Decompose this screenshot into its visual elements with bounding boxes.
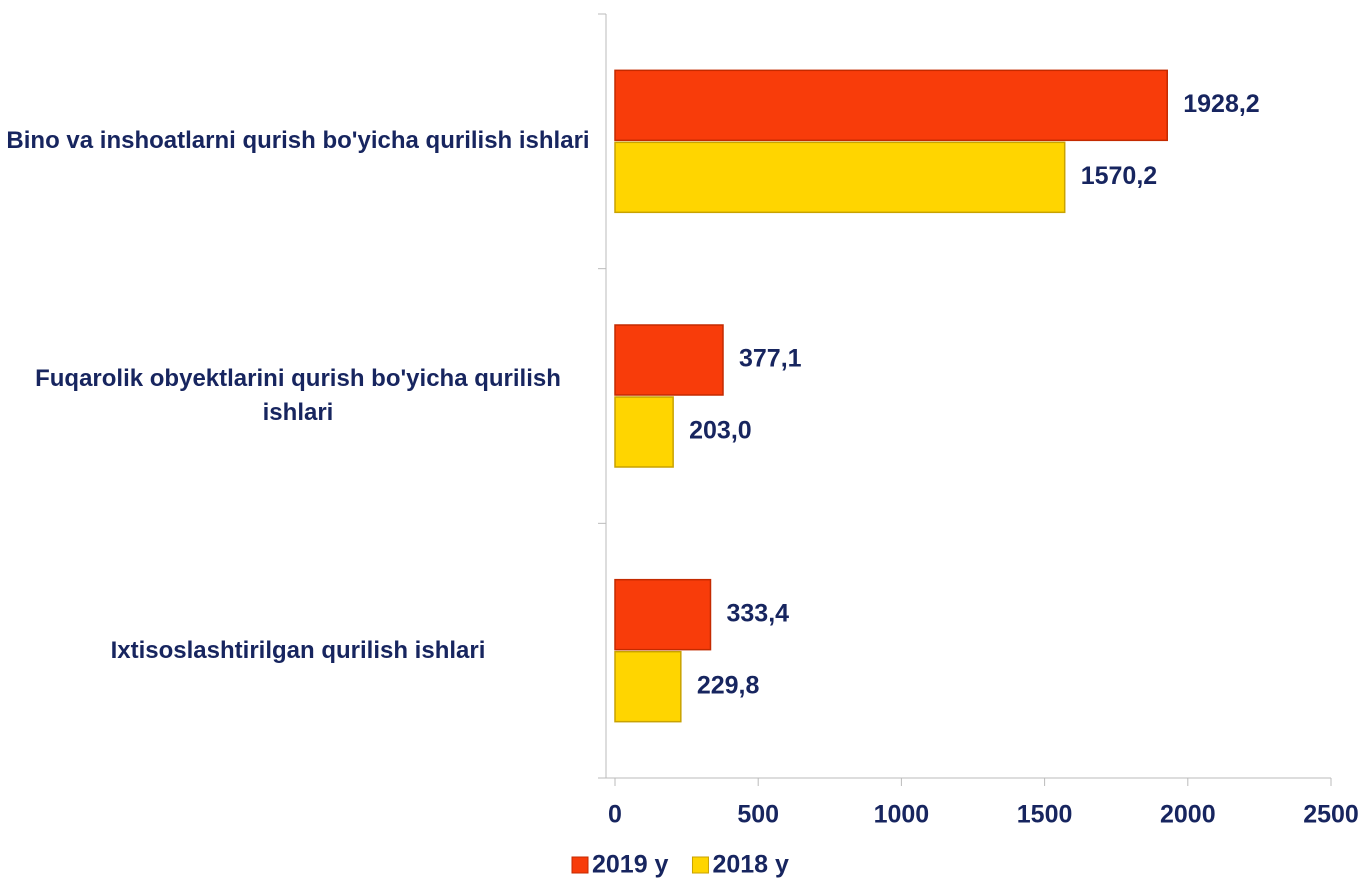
- value-label: 203,0: [689, 417, 752, 445]
- bar: [614, 650, 682, 723]
- x-tick-label: 2500: [1303, 801, 1359, 829]
- x-tick-label: 1500: [1017, 801, 1073, 829]
- legend-label: 2018 y: [712, 851, 789, 879]
- value-label: 1928,2: [1183, 90, 1259, 118]
- x-tick-label: 1000: [874, 801, 930, 829]
- category-label: Fuqarolik obyektlarini qurish bo'yicha q…: [35, 365, 561, 426]
- value-label: 377,1: [739, 345, 802, 373]
- category-label: Ixtisoslashtirilgan qurilish ishlari: [110, 636, 486, 664]
- bar: [614, 141, 1066, 214]
- x-tick-label: 0: [608, 801, 622, 829]
- bar: [614, 69, 1168, 142]
- category-label: Bino va inshoatlarni qurish bo'yicha qur…: [6, 127, 590, 155]
- legend-label: 2019 y: [592, 851, 669, 879]
- value-label: 229,8: [697, 671, 760, 699]
- x-tick-label: 500: [737, 801, 779, 829]
- bar: [614, 578, 712, 651]
- value-label: 1570,2: [1081, 162, 1157, 190]
- legend-swatch: [691, 856, 709, 874]
- value-label: 333,4: [726, 599, 789, 627]
- bar: [614, 396, 674, 468]
- legend-swatch: [571, 856, 589, 874]
- bar: [614, 324, 724, 396]
- x-tick-label: 2000: [1160, 801, 1216, 829]
